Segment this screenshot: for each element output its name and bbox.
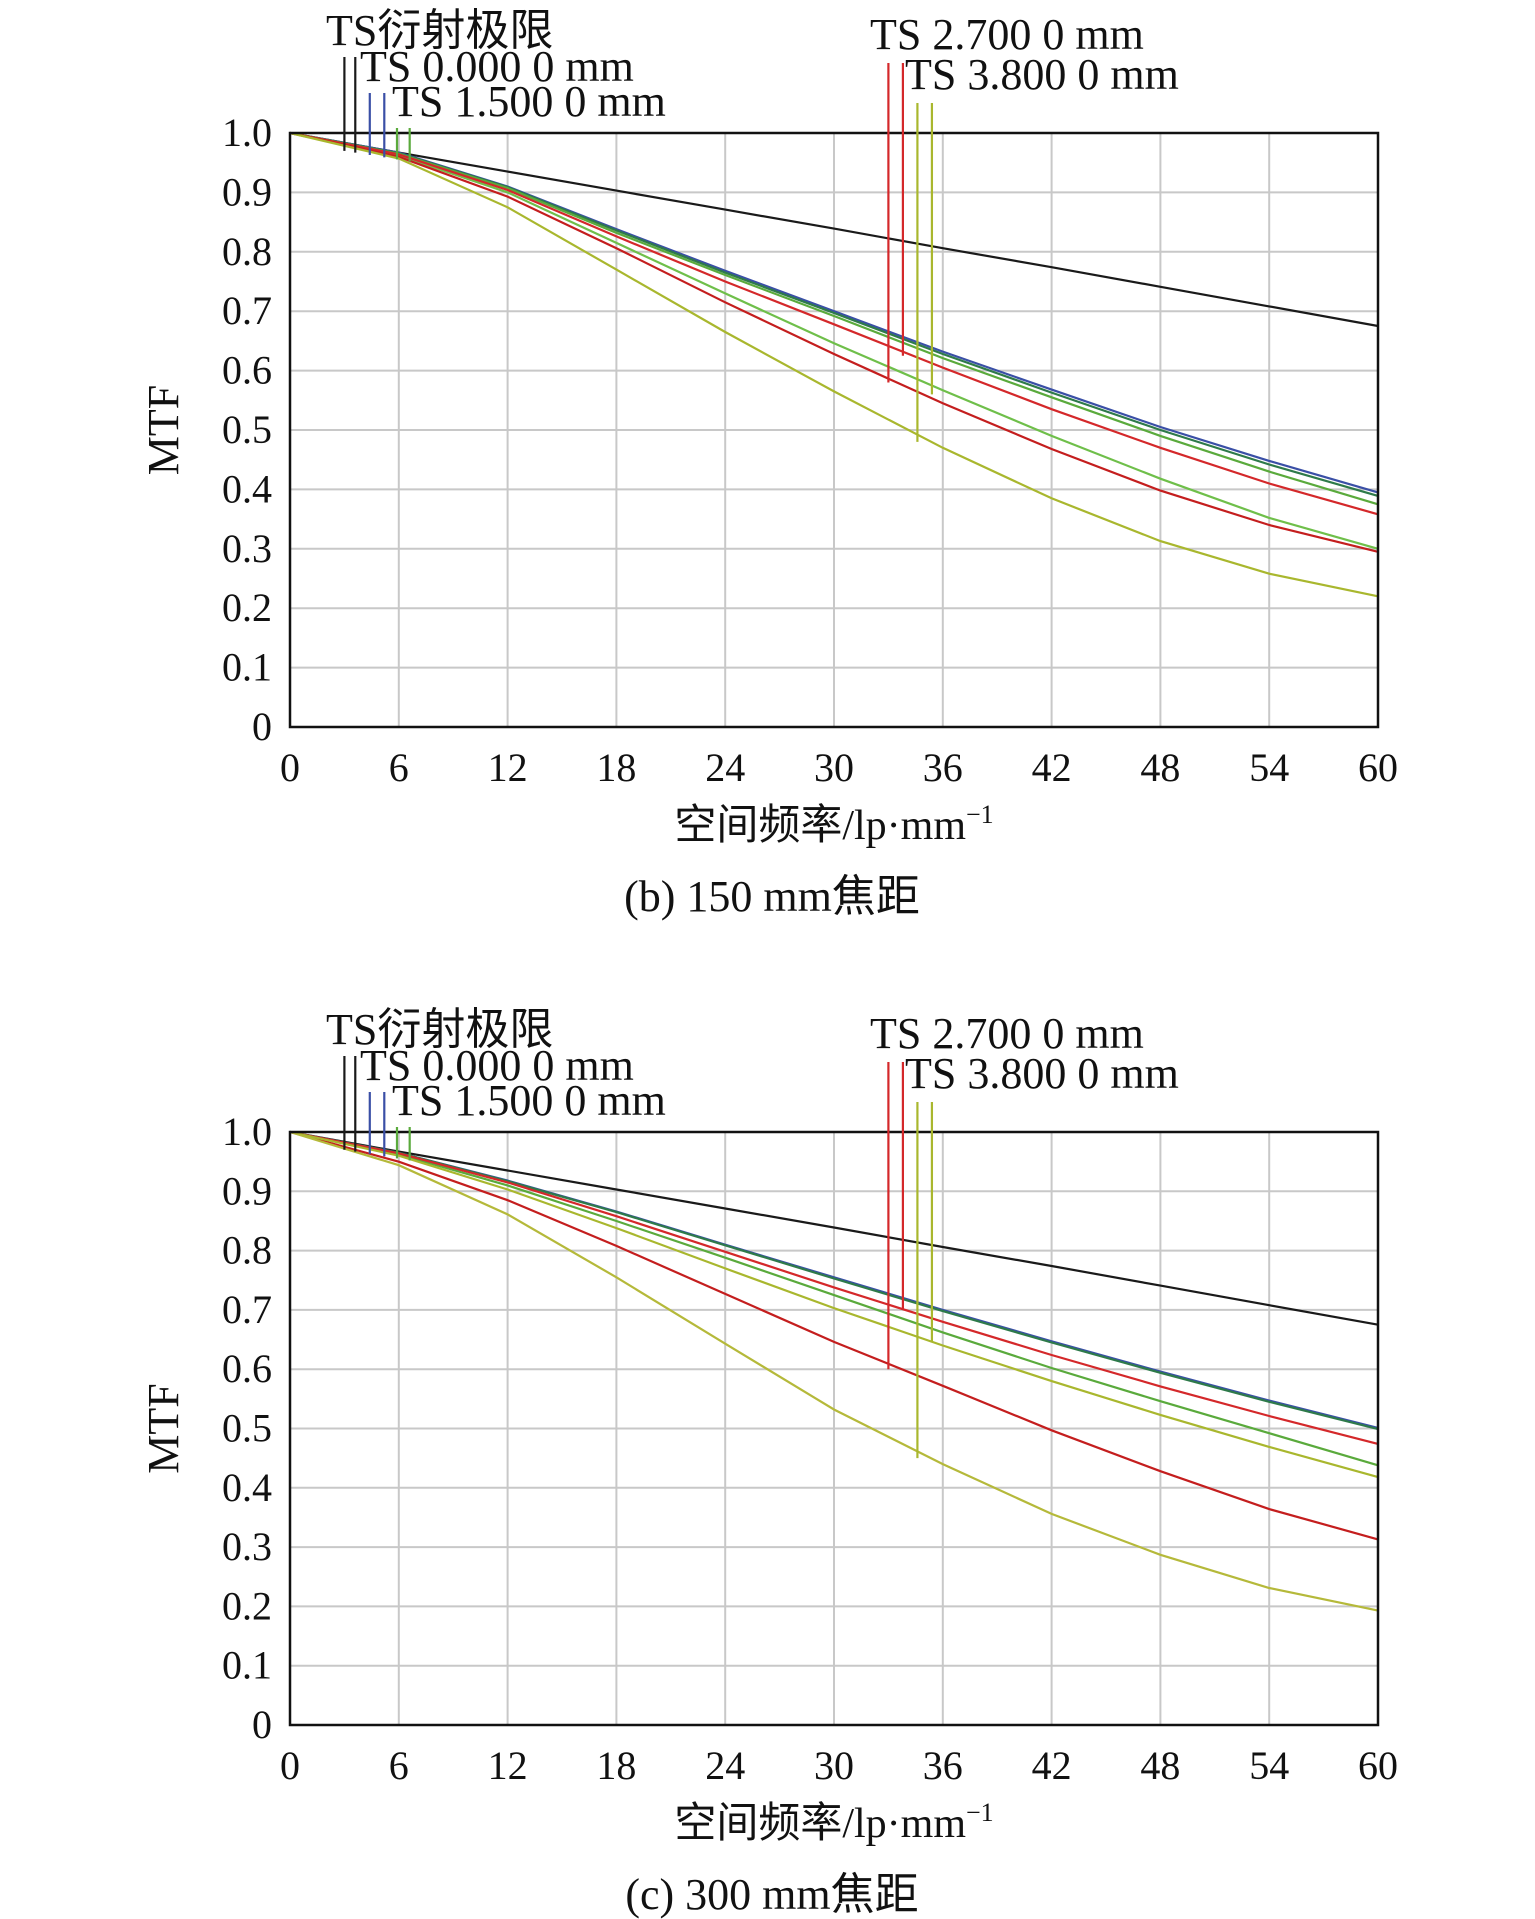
x-tick-label: 42 — [1032, 745, 1072, 790]
x-tick-label: 0 — [280, 1743, 300, 1788]
x-tick-label: 36 — [923, 745, 963, 790]
y-tick-label: 0.9 — [222, 169, 272, 214]
legend-label: TS 3.800 0 mm — [905, 50, 1179, 99]
x-tick-label: 6 — [389, 1743, 409, 1788]
x-tick-label: 30 — [814, 745, 854, 790]
series-line — [289, 1130, 1379, 1467]
series-line — [289, 131, 1379, 598]
y-tick-label: 0.8 — [222, 1228, 272, 1273]
x-tick-label: 18 — [596, 745, 636, 790]
figure-caption: (b) 150 mm焦距 — [624, 872, 920, 921]
series-line — [289, 1130, 1379, 1612]
y-tick-label: 0 — [252, 704, 272, 749]
legend-label: TS衍射极限 — [326, 1005, 553, 1054]
y-tick-label: 0.2 — [222, 585, 272, 630]
y-tick-label: 0.8 — [222, 229, 272, 274]
y-axis-label: MTF — [139, 385, 188, 475]
legend-label: TS 3.800 0 mm — [905, 1049, 1179, 1098]
x-tick-label: 30 — [814, 1743, 854, 1788]
plot-frame — [288, 1130, 1380, 1727]
series-line — [289, 131, 1379, 328]
y-tick-label: 0.4 — [222, 1465, 272, 1510]
y-axis-label: MTF — [139, 1383, 188, 1473]
legend-label: TS 0.000 0 mm — [360, 1041, 634, 1090]
plot-frame — [288, 131, 1380, 729]
y-tick-label: 0.6 — [222, 1346, 272, 1391]
x-axis-label-superscript: −1 — [966, 800, 994, 829]
x-tick-label: 0 — [280, 745, 300, 790]
mtf-chart-300mm: 0 6 12 18 24 30 36 42 48 54 60 0 0.1 0.2 0.3 0.4 0.5 0.6 0… — [139, 1005, 1398, 1919]
x-tick-label: 42 — [1032, 1743, 1072, 1788]
x-tick-label: 48 — [1140, 745, 1180, 790]
y-tick-label: 0.2 — [222, 1583, 272, 1628]
x-tick-label: 54 — [1249, 745, 1289, 790]
x-tick-label: 36 — [923, 1743, 963, 1788]
series-line — [289, 131, 1379, 516]
x-tick-label: 18 — [596, 1743, 636, 1788]
x-tick-label: 60 — [1358, 1743, 1398, 1788]
y-tick-label: 1.0 — [222, 110, 272, 155]
series-line — [289, 1130, 1379, 1479]
x-tick-label: 12 — [488, 1743, 528, 1788]
x-tick-label: 60 — [1358, 745, 1398, 790]
x-axis-label-superscript: −1 — [966, 1798, 994, 1827]
series-line — [289, 131, 1379, 506]
y-tick-label: 0.7 — [222, 288, 272, 333]
figure-caption: (c) 300 mm焦距 — [625, 1870, 918, 1919]
legend-label: TS 1.500 0 mm — [392, 1076, 666, 1125]
x-tick-label: 54 — [1249, 1743, 1289, 1788]
y-tick-label: 0 — [252, 1702, 272, 1747]
series-line — [289, 1130, 1379, 1326]
y-tick-label: 0.3 — [222, 526, 272, 571]
legend-label: TS 1.500 0 mm — [392, 77, 666, 126]
y-tick-label: 0.6 — [222, 348, 272, 393]
legend-label: TS 0.000 0 mm — [360, 42, 634, 91]
series-line — [289, 1130, 1379, 1541]
x-tick-label: 6 — [389, 745, 409, 790]
y-tick-label: 0.3 — [222, 1524, 272, 1569]
y-tick-label: 0.9 — [222, 1168, 272, 1213]
x-tick-label: 24 — [705, 745, 745, 790]
x-tick-label: 24 — [705, 1743, 745, 1788]
x-axis-label: 空间频率/lp·mm−1 — [674, 1798, 993, 1847]
y-tick-label: 0.7 — [222, 1287, 272, 1332]
y-tick-label: 0.5 — [222, 1406, 272, 1451]
y-tick-label: 0.5 — [222, 407, 272, 452]
y-tick-label: 0.4 — [222, 466, 272, 511]
series-line — [289, 131, 1379, 553]
x-axis-label: 空间频率/lp·mm−1 — [674, 800, 993, 849]
series-line — [289, 131, 1379, 550]
y-tick-label: 0.1 — [222, 645, 272, 690]
mtf-chart-150mm: 0 6 12 18 24 30 36 42 48 54 60 0 0.1 0.2 0.3 0.4 0.5 0.6 0… — [139, 6, 1398, 921]
y-tick-label: 1.0 — [222, 1109, 272, 1154]
legend-label: TS衍射极限 — [326, 6, 553, 55]
y-tick-label: 0.1 — [222, 1643, 272, 1688]
legend-label: TS 2.700 0 mm — [870, 1009, 1144, 1058]
x-tick-label: 48 — [1140, 1743, 1180, 1788]
x-tick-label: 12 — [488, 745, 528, 790]
legend-label: TS 2.700 0 mm — [870, 10, 1144, 59]
series-line — [289, 1130, 1379, 1445]
